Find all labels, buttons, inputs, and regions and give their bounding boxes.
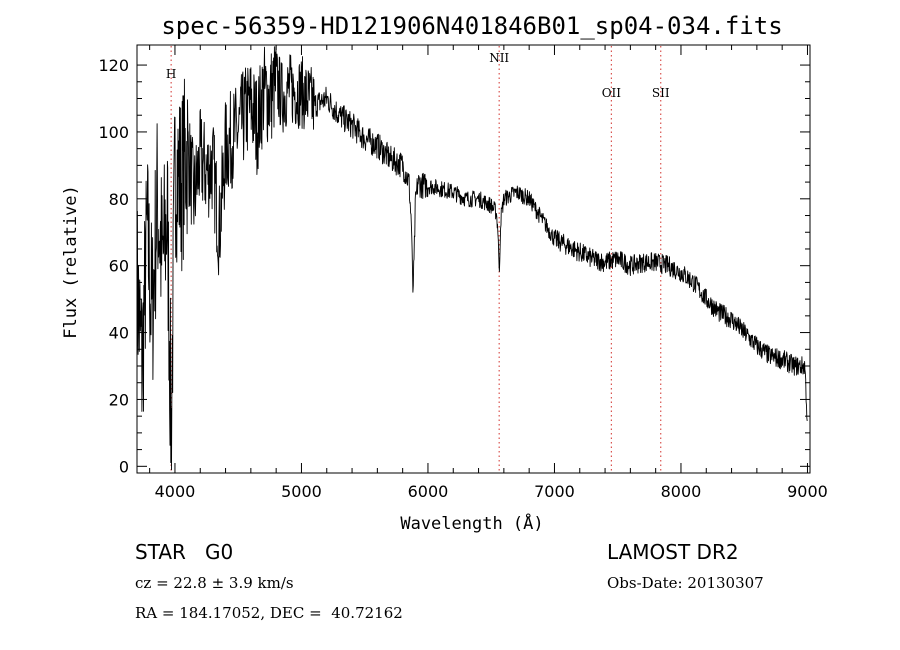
spectrum-line	[136, 46, 808, 471]
coordinates-label: RA = 184.17052, DEC = 40.72162	[135, 604, 403, 622]
x-tick-label: 7000	[534, 482, 575, 501]
x-axis-label: Wavelength (Å)	[400, 512, 543, 534]
line-label-h: H	[166, 67, 176, 81]
line-label-sii: SII	[652, 86, 670, 100]
axis-ticks: 4000 5000 6000 7000 8000 9000 0 20 40 60 80 100 120	[98, 45, 828, 501]
y-tick-label: 20	[109, 390, 129, 409]
y-tick-label: 100	[98, 123, 129, 142]
plot-area: H NII OII SII	[136, 46, 808, 472]
y-tick-label: 0	[119, 457, 129, 476]
y-tick-label: 120	[98, 56, 129, 75]
velocity-label: cz = 22.8 ± 3.9 km/s	[135, 574, 294, 592]
x-tick-label: 9000	[787, 482, 828, 501]
chart-title: spec-56359-HD121906N401846B01_sp04-034.f…	[161, 12, 782, 40]
obs-date-label: Obs-Date: 20130307	[607, 574, 764, 592]
x-tick-label: 4000	[155, 482, 196, 501]
y-axis-label: Flux (relative)	[61, 185, 81, 339]
x-tick-label: 8000	[661, 482, 702, 501]
survey-label: LAMOST DR2	[607, 540, 739, 564]
x-tick-label: 6000	[408, 482, 449, 501]
y-tick-label: 40	[109, 324, 129, 343]
y-tick-label: 60	[109, 257, 129, 276]
plot-frame	[136, 44, 811, 474]
object-type-label: STAR G0	[135, 540, 234, 564]
line-label-nii: NII	[489, 51, 509, 65]
line-label-oii: OII	[602, 86, 622, 100]
y-tick-label: 80	[109, 190, 129, 209]
x-tick-label: 5000	[281, 482, 322, 501]
